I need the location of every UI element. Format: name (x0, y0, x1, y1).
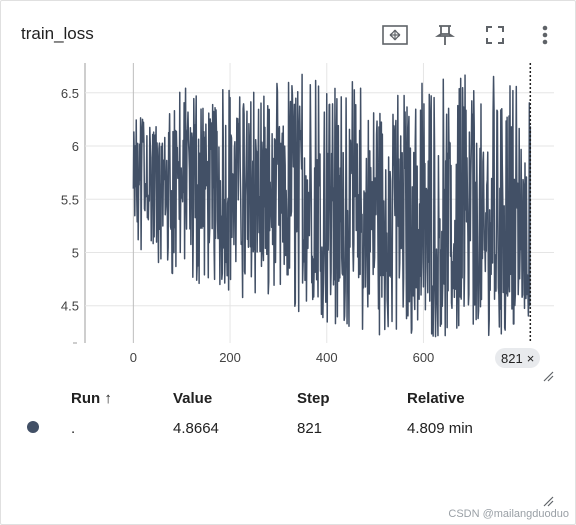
card-title: train_loss (21, 24, 94, 43)
y-tick-label: 6 (72, 139, 79, 154)
x-tick-label: 400 (316, 350, 338, 365)
header-run[interactable]: Run ↑ (71, 389, 112, 407)
x-tick-label: 600 (413, 350, 435, 365)
line-chart[interactable]: 4.5 5 5.5 6 6.5 0 200 400 600 (1, 1, 576, 391)
header-color (21, 385, 71, 411)
y-tick-label: 5 (72, 246, 79, 261)
header-relative[interactable]: Relative (407, 389, 465, 407)
series-line (132, 73, 532, 338)
table-header-row: Run ↑ Value Step Relative (21, 385, 537, 411)
y-tick-label: 6.5 (61, 86, 79, 101)
runs-table: Run ↑ Value Step Relative . 4.8664 821 4… (21, 385, 537, 445)
step-chip-label: 821 (501, 350, 523, 366)
resize-handle-icon[interactable] (542, 370, 554, 382)
run-step: 821 (297, 419, 323, 437)
chart-svg[interactable]: 4.5 5 5.5 6 6.5 0 200 400 600 (1, 1, 576, 391)
step-chip[interactable]: 821 × (495, 348, 541, 368)
run-relative: 4.809 min (407, 419, 473, 437)
x-tick-label: 0 (130, 350, 137, 365)
y-tick-label: 4.5 (61, 299, 79, 314)
close-icon[interactable]: × (526, 350, 535, 366)
run-name: . (71, 419, 76, 437)
more-vert-icon[interactable] (531, 21, 559, 49)
fullscreen-icon[interactable] (481, 21, 509, 49)
run-color-cell (21, 411, 71, 445)
x-tick-label: 200 (219, 350, 241, 365)
pin-icon[interactable] (431, 21, 459, 49)
header-step[interactable]: Step (297, 389, 330, 407)
y-tick-label: 5.5 (61, 192, 79, 207)
run-value: 4.8664 (173, 419, 219, 437)
watermark: CSDN @mailangduoduo (448, 508, 569, 520)
header-value[interactable]: Value (173, 389, 213, 407)
table-row: . 4.8664 821 4.809 min (21, 411, 537, 445)
resize-handle-bottom-icon[interactable] (542, 495, 554, 507)
run-color-dot (27, 420, 39, 433)
fit-domain-icon[interactable] (381, 21, 409, 49)
